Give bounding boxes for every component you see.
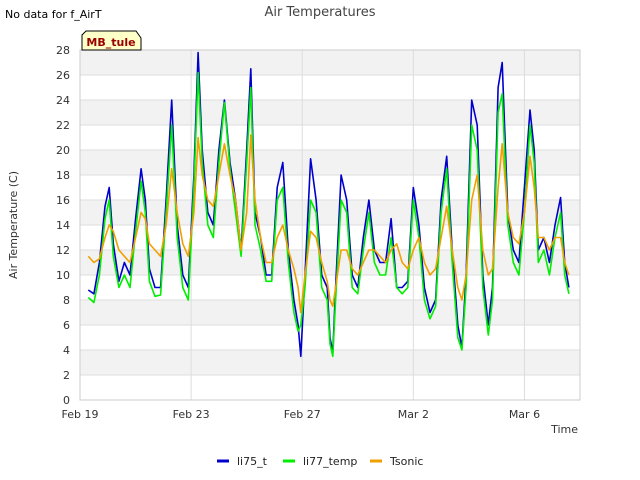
y-tick-label: 0 [63, 394, 70, 407]
legend-label-li77_temp: li77_temp [303, 455, 357, 468]
y-tick-label: 2 [63, 369, 70, 382]
chart-title: Air Temperatures [264, 5, 375, 20]
no-data-message: No data for f_AirT [5, 8, 102, 21]
grid-band [80, 300, 580, 325]
y-axis-label: Air Temperature (C) [7, 171, 20, 279]
y-tick-label: 12 [56, 244, 70, 257]
series-line-Tsonic [87, 134, 570, 314]
y-tick-label: 16 [56, 194, 70, 207]
series-line-li77_temp [87, 71, 570, 358]
y-tick-label: 14 [56, 219, 70, 232]
y-tick-label: 8 [63, 294, 70, 307]
x-tick-label: Feb 19 [62, 408, 99, 421]
series-lines [87, 51, 570, 358]
legend-label-li75_t: li75_t [237, 455, 268, 468]
grid-band [80, 350, 580, 375]
y-tick-label: 22 [56, 119, 70, 132]
grid-band [80, 200, 580, 225]
x-tick-label: Mar 6 [509, 408, 540, 421]
y-tick-label: 24 [56, 94, 70, 107]
site-annotation-box: MB_tule [81, 30, 142, 51]
plot-frame [79, 49, 581, 401]
y-tick-label: 18 [56, 169, 70, 182]
legend: li75_t li77_temp Tsonic [217, 455, 423, 468]
site-annotation: MB_tule [86, 36, 135, 49]
legend-label-Tsonic: Tsonic [389, 455, 423, 468]
y-tick-label: 26 [56, 69, 70, 82]
y-tick-label: 28 [56, 44, 70, 57]
y-tick-label: 4 [63, 344, 70, 357]
grid-band [80, 50, 580, 75]
x-tick-label: Mar 2 [398, 408, 429, 421]
y-tick-label: 6 [63, 319, 70, 332]
y-tick-label: 20 [56, 144, 70, 157]
x-tick-label: Feb 23 [173, 408, 210, 421]
x-axis-label: Time [550, 423, 578, 436]
grid-band [80, 250, 580, 275]
x-tick-label: Feb 27 [284, 408, 321, 421]
x-axis-ticks: Feb 19 Feb 23 Feb 27 Mar 2 Mar 6 [62, 408, 541, 421]
y-tick-label: 10 [56, 269, 70, 282]
